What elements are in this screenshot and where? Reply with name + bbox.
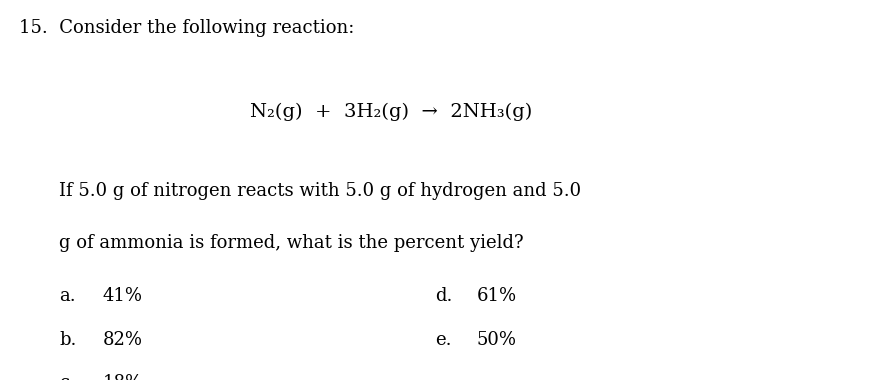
Text: 50%: 50%: [476, 331, 516, 348]
Text: 18%: 18%: [103, 374, 143, 380]
Text: If 5.0 g of nitrogen reacts with 5.0 g of hydrogen and 5.0: If 5.0 g of nitrogen reacts with 5.0 g o…: [59, 182, 580, 200]
Text: d.: d.: [434, 287, 452, 305]
Text: 41%: 41%: [103, 287, 143, 305]
Text: a.: a.: [59, 287, 76, 305]
Text: b.: b.: [59, 331, 76, 348]
Text: c.: c.: [59, 374, 75, 380]
Text: g of ammonia is formed, what is the percent yield?: g of ammonia is formed, what is the perc…: [59, 234, 523, 252]
Text: N₂(g)  +  3H₂(g)  →  2NH₃(g): N₂(g) + 3H₂(g) → 2NH₃(g): [250, 103, 532, 121]
Text: 61%: 61%: [476, 287, 516, 305]
Text: 15.  Consider the following reaction:: 15. Consider the following reaction:: [19, 19, 354, 37]
Text: 82%: 82%: [103, 331, 143, 348]
Text: e.: e.: [434, 331, 451, 348]
